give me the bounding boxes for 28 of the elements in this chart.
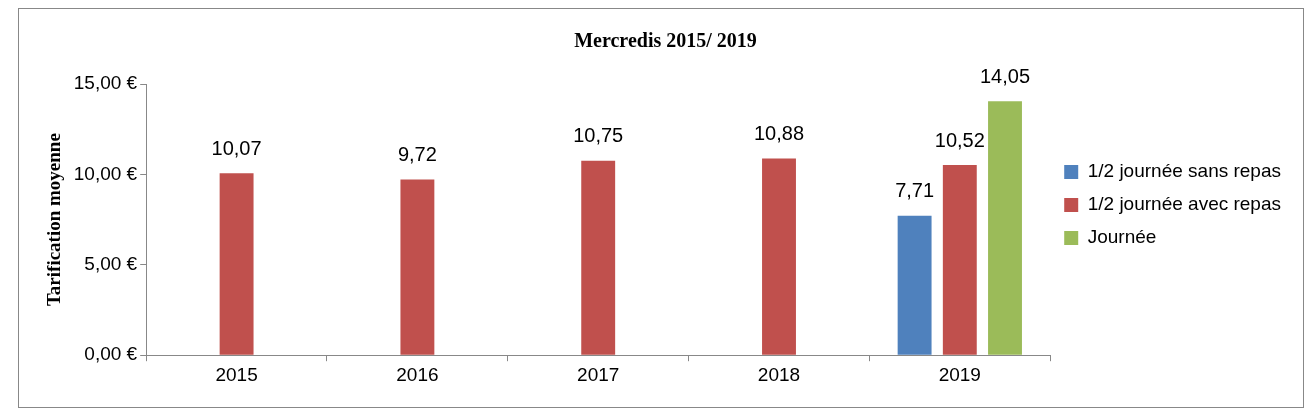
- bar: [219, 173, 254, 355]
- bar: [762, 158, 796, 355]
- data-label: 10,75: [573, 124, 624, 147]
- data-label: 10,52: [934, 128, 985, 151]
- data-label: 10,88: [753, 122, 805, 145]
- x-tick-label: 2018: [757, 363, 801, 385]
- legend-label: Journée: [1087, 226, 1157, 248]
- y-tick-label: 0,00 €: [84, 343, 138, 365]
- data-label: 7,71: [895, 179, 935, 202]
- bar: [581, 160, 616, 355]
- x-tick-label: 2015: [215, 363, 258, 385]
- bar: [400, 179, 435, 355]
- x-tick-label: 2016: [396, 363, 439, 385]
- y-tick-label: 10,00 €: [73, 162, 138, 184]
- x-tick-label: 2019: [938, 363, 981, 385]
- data-label: 10,07: [211, 136, 262, 159]
- x-tick-label: 2017: [577, 363, 620, 385]
- legend-label: 1/2 journée sans repas: [1087, 160, 1281, 182]
- data-label: 14,05: [979, 64, 1031, 87]
- y-tick-label: 15,00 €: [73, 72, 138, 94]
- y-tick-label: 5,00 €: [84, 253, 138, 275]
- bar: [988, 101, 1022, 355]
- legend-label: 1/2 journée avec repas: [1087, 193, 1281, 215]
- y-axis-title: Tarification moyenne: [43, 133, 65, 307]
- bar: [942, 165, 977, 355]
- chart-title: Mercredis 2015/ 2019: [574, 29, 757, 52]
- data-label: 9,72: [397, 142, 437, 165]
- bar: [897, 215, 932, 355]
